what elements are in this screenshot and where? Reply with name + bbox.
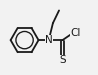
Text: S: S [59, 55, 66, 65]
Text: N: N [45, 35, 53, 45]
Text: Cl: Cl [70, 28, 80, 38]
